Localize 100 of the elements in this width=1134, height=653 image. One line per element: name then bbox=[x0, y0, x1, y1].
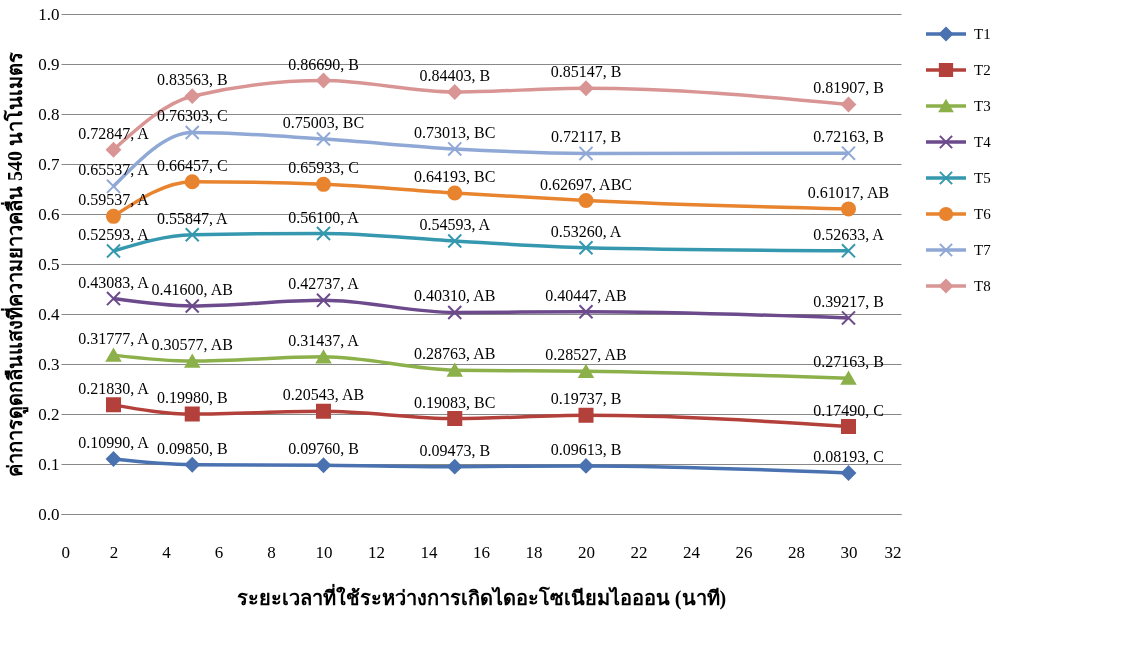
point bbox=[578, 80, 594, 96]
data-label: 0.64193, BC bbox=[414, 168, 496, 186]
point bbox=[105, 397, 122, 413]
point bbox=[840, 243, 857, 259]
y-tick-label: 0.8 bbox=[38, 104, 60, 124]
data-label: 0.21830, A bbox=[78, 379, 150, 397]
data-label: 0.09613, B bbox=[550, 440, 622, 458]
data-label: 0.28763, AB bbox=[414, 345, 496, 363]
x-tick-label: 12 bbox=[368, 542, 385, 562]
point bbox=[105, 243, 122, 259]
x-tick-label: 10 bbox=[315, 542, 333, 562]
point bbox=[840, 201, 857, 217]
data-label: 0.55847, A bbox=[156, 209, 229, 227]
point bbox=[105, 348, 122, 362]
data-label: 0.84403, B bbox=[419, 66, 491, 84]
data-label: 0.42737, A bbox=[288, 275, 360, 293]
x-tick-label: 0 bbox=[61, 542, 70, 562]
data-label: 0.40310, AB bbox=[414, 287, 496, 305]
x-tick-label: 26 bbox=[735, 542, 753, 562]
data-label: 0.09850, B bbox=[156, 439, 228, 457]
point bbox=[315, 292, 332, 308]
data-label: 0.39217, B bbox=[813, 292, 884, 310]
point bbox=[840, 310, 857, 326]
point bbox=[447, 185, 463, 201]
data-label: 0.73013, BC bbox=[414, 123, 496, 141]
x-tick-label: 14 bbox=[420, 542, 438, 562]
legend-label: T4 bbox=[974, 134, 992, 150]
point bbox=[447, 304, 463, 320]
point bbox=[840, 465, 857, 481]
point bbox=[184, 88, 200, 104]
point bbox=[105, 208, 122, 224]
point bbox=[105, 451, 122, 467]
y-tick-label: 0.4 bbox=[38, 304, 60, 324]
point bbox=[184, 174, 200, 190]
point bbox=[578, 407, 594, 423]
y-tick-label: 0.5 bbox=[38, 254, 60, 274]
point bbox=[840, 371, 857, 385]
data-label: 0.56100, A bbox=[288, 208, 360, 226]
x-tick-label: 18 bbox=[525, 542, 543, 562]
point bbox=[184, 298, 200, 314]
point bbox=[315, 131, 332, 147]
y-tick-label: 0.2 bbox=[38, 404, 60, 424]
x-tick-label: 32 bbox=[884, 542, 902, 562]
point bbox=[578, 145, 594, 161]
point bbox=[315, 457, 332, 473]
data-label: 0.20543, AB bbox=[282, 386, 365, 404]
point bbox=[184, 457, 200, 473]
data-label: 0.17490, C bbox=[813, 401, 884, 419]
point bbox=[315, 350, 332, 364]
point bbox=[447, 141, 463, 157]
data-label: 0.10990, A bbox=[78, 434, 150, 452]
x-tick-label: 8 bbox=[267, 542, 276, 562]
point bbox=[578, 304, 594, 320]
x-tick-label: 4 bbox=[162, 542, 172, 562]
point bbox=[315, 403, 332, 419]
data-label: 0.61017, AB bbox=[807, 183, 890, 201]
data-label: 0.72163, B bbox=[813, 128, 884, 146]
point bbox=[315, 73, 332, 89]
point bbox=[105, 178, 122, 194]
x-tick-label: 2 bbox=[109, 542, 119, 562]
legend-label: T6 bbox=[974, 206, 992, 222]
point bbox=[315, 176, 332, 192]
data-label: 0.19980, B bbox=[156, 389, 228, 407]
data-label: 0.31777, A bbox=[78, 330, 150, 348]
data-label: 0.72117, B bbox=[550, 128, 622, 146]
data-label: 0.83563, B bbox=[156, 71, 228, 89]
legend-label: T8 bbox=[974, 278, 991, 294]
x-tick-label: 24 bbox=[683, 542, 701, 562]
data-label: 0.65537, A bbox=[78, 161, 150, 179]
data-label: 0.85147, B bbox=[550, 63, 622, 81]
y-tick-label: 0.0 bbox=[38, 504, 60, 524]
x-tick-label: 28 bbox=[788, 542, 805, 562]
legend-label: T2 bbox=[974, 62, 991, 78]
data-label: 0.72847, A bbox=[78, 124, 150, 142]
x-tick-label: 6 bbox=[214, 542, 224, 562]
data-label: 0.52593, A bbox=[78, 226, 150, 244]
data-label: 0.08193, C bbox=[813, 448, 884, 466]
point bbox=[447, 233, 463, 249]
point bbox=[105, 142, 122, 158]
point bbox=[184, 124, 200, 140]
data-label: 0.81907, B bbox=[813, 79, 884, 97]
x-axis-title: ระยะเวลาที่ใช้ระหว่างการเกิดไดอะโซเนียมไอออน (นาที) bbox=[236, 582, 727, 610]
y-tick-label: 0.1 bbox=[38, 454, 60, 474]
point bbox=[315, 225, 332, 242]
y-tick-label: 1.0 bbox=[38, 4, 60, 24]
legend-label: T3 bbox=[974, 98, 991, 114]
point bbox=[447, 411, 463, 427]
point bbox=[578, 193, 594, 209]
point bbox=[184, 354, 200, 368]
point bbox=[105, 291, 122, 307]
x-tick-label: 22 bbox=[630, 542, 648, 562]
point bbox=[840, 419, 857, 435]
legend-label: T5 bbox=[974, 170, 991, 186]
data-label: 0.19083, BC bbox=[414, 393, 496, 411]
y-axis-title: ค่าการดูดกลืนแสงที่ความยาวคลื่น 540 นาโนเมตร bbox=[0, 52, 30, 477]
legend-label: T7 bbox=[974, 242, 992, 258]
y-tick-label: 0.6 bbox=[38, 204, 60, 224]
data-label: 0.40447, AB bbox=[545, 286, 627, 304]
point bbox=[184, 406, 200, 422]
data-label: 0.09473, B bbox=[419, 441, 491, 459]
